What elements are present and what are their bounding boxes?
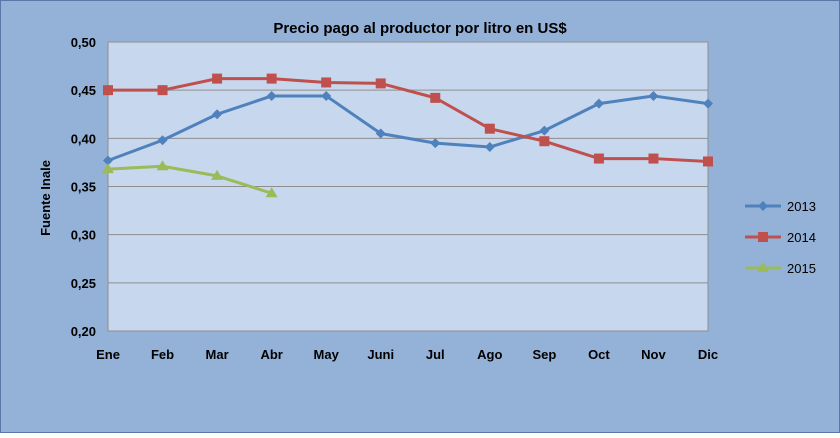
data-point [539,125,550,136]
x-tick-labels: Ene Feb Mar Abr May Juni Jul Ago Sep Oct Nov Dic [96,347,718,362]
series-line [108,77,709,163]
series-lines [102,73,713,198]
series-2015 [102,160,278,198]
data-point [266,73,277,84]
data-point [484,142,495,153]
y-axis-label: Fuente Inale [38,160,53,236]
data-point [212,109,223,120]
x-tick-label: Dic [698,347,718,362]
data-point [539,136,550,147]
data-point [703,156,713,167]
data-point [157,85,168,96]
x-tick-label: Feb [151,347,174,362]
data-point [593,153,604,164]
data-point [211,169,224,180]
data-point [103,85,113,96]
series-line [107,94,709,162]
chart-title: Precio pago al productor por litro en US… [273,20,567,37]
legend-entry: 2014 [745,230,816,245]
legend-entry: 2015 [745,261,816,276]
data-point [430,138,441,149]
x-tick-label: Sep [532,347,556,362]
series-2014 [103,73,713,167]
legend-label: 2014 [787,230,816,245]
data-point [266,90,277,101]
data-point [156,160,169,171]
y-tick-labels: 0,20 0,25 0,30 0,35 0,40 0,45 0,50 [71,35,96,339]
x-tick-label: Ene [96,347,120,362]
y-tick-label: 0,45 [71,83,96,98]
legend-marker [758,201,768,211]
data-point [648,90,659,101]
data-point [375,128,386,139]
y-tick-label: 0,25 [71,276,96,291]
x-tick-label: Ago [477,347,502,362]
x-tick-label: Juni [367,347,394,362]
data-point [212,73,223,84]
data-point [430,92,441,103]
legend-entry: 2013 [745,199,816,214]
data-point [321,77,332,88]
y-tick-label: 0,50 [71,35,96,50]
series-line [107,164,273,195]
data-point [321,90,332,101]
x-tick-label: May [314,347,340,362]
x-tick-label: Mar [206,347,229,362]
y-tick-label: 0,20 [71,324,96,339]
x-tick-label: Nov [641,347,666,362]
y-tick-label: 0,35 [71,180,96,195]
legend-marker [758,232,768,242]
x-tick-label: Jul [426,347,445,362]
legend-marker [757,262,769,272]
data-point [703,98,713,109]
series-2013 [103,90,713,166]
legend-label: 2015 [787,261,816,276]
data-point [484,123,495,134]
data-point [102,163,114,174]
data-point [375,78,386,89]
data-point [265,187,278,198]
legend: 2013 2014 2015 [745,199,816,276]
y-tick-label: 0,40 [71,131,96,146]
data-point [648,153,659,164]
x-tick-label: Oct [588,347,610,362]
data-point [157,135,168,146]
data-point [593,98,604,109]
x-tick-label: Abr [260,347,282,362]
data-point [103,155,113,166]
y-tick-label: 0,30 [71,228,96,243]
legend-label: 2013 [787,199,816,214]
